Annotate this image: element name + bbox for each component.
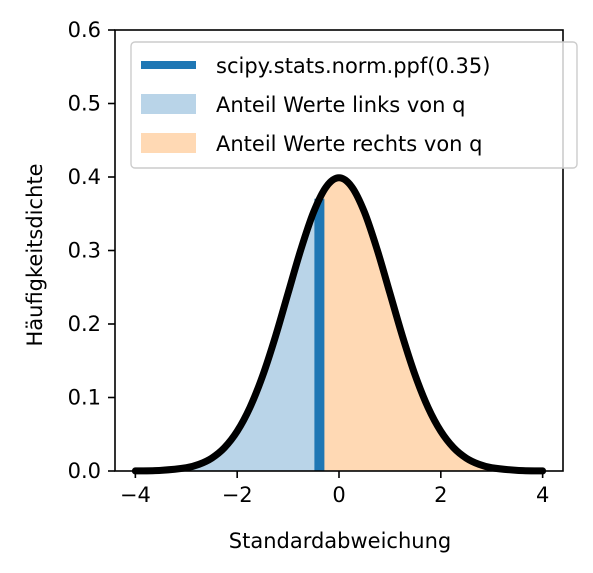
right-area-fill: [319, 177, 543, 471]
legend-swatch-left-fill: [141, 94, 196, 114]
y-tick-label: 0.4: [68, 165, 101, 189]
y-axis-ticks: 0.0 0.1 0.2 0.3 0.4 0.5 0.6: [68, 18, 115, 483]
x-tick-label: −2: [222, 483, 253, 507]
x-tick-label: 2: [434, 483, 447, 507]
legend-swatch-right-fill: [141, 133, 196, 153]
x-tick-label: 0: [332, 483, 345, 507]
y-tick-label: 0.0: [68, 459, 101, 483]
x-tick-label: −4: [120, 483, 151, 507]
y-tick-label: 0.2: [68, 312, 101, 336]
x-axis-label: Standardabweichung: [229, 529, 451, 553]
area-fills: [135, 177, 543, 471]
density-curve: [131, 174, 547, 475]
left-area-fill: [135, 200, 320, 471]
x-tick-label: 4: [536, 483, 549, 507]
y-tick-label: 0.3: [68, 239, 101, 263]
legend-label-right: Anteil Werte rechts von q: [216, 132, 482, 156]
legend-box: [130, 41, 578, 169]
x-axis-ticks: −4 −2 0 2 4: [120, 471, 549, 507]
y-axis-label: Häufigkeitsdichte: [23, 163, 47, 346]
legend: scipy.stats.norm.ppf(0.35) Anteil Werte …: [130, 41, 578, 169]
y-tick-label: 0.6: [68, 18, 101, 42]
y-tick-label: 0.5: [68, 92, 101, 116]
density-curve-layer: [131, 174, 547, 475]
y-tick-label: 0.1: [68, 386, 101, 410]
legend-label-left: Anteil Werte links von q: [216, 93, 465, 117]
legend-label-quantile: scipy.stats.norm.ppf(0.35): [216, 54, 490, 78]
